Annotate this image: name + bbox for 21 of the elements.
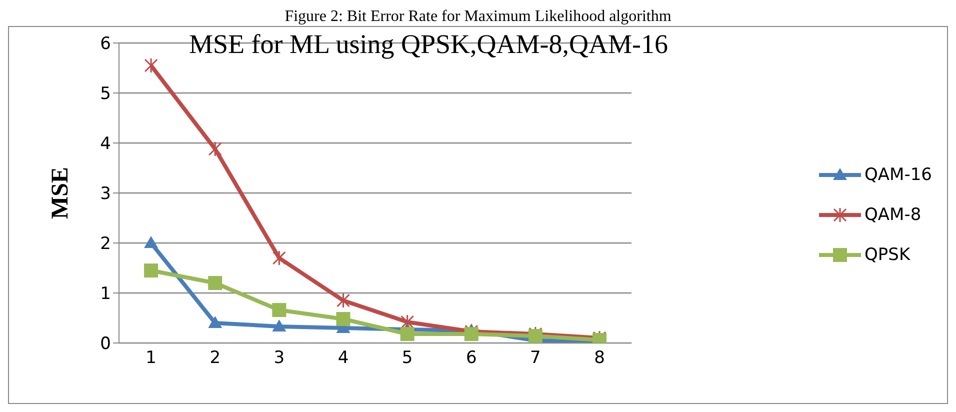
y-tick-label: 1 bbox=[100, 284, 111, 304]
x-tick-label: 1 bbox=[146, 348, 156, 368]
caption: Figure 2: Bit Error Rate for Maximum Likelihood algorithm bbox=[284, 8, 672, 26]
x-tick-label: 7 bbox=[530, 348, 541, 368]
x-tick-label: 8 bbox=[594, 348, 605, 368]
legend-label: QAM-8 bbox=[864, 205, 922, 225]
x-tick-label: 3 bbox=[274, 348, 285, 368]
y-tick-label: 3 bbox=[100, 184, 111, 204]
chart-title: MSE for ML using QPSK,QAM-8,QAM-16 bbox=[189, 29, 668, 60]
y-tick-label: 2 bbox=[100, 234, 111, 254]
x-tick-label: 5 bbox=[402, 348, 413, 368]
x-tick-label: 4 bbox=[338, 348, 349, 368]
legend-label: QPSK bbox=[864, 245, 910, 265]
y-tick-label: 6 bbox=[100, 34, 111, 54]
x-tick-label: 2 bbox=[210, 348, 221, 368]
y-tick-label: 5 bbox=[100, 84, 111, 104]
legend-label: QAM-16 bbox=[864, 165, 932, 185]
y-axis-title: MSE bbox=[48, 166, 74, 220]
y-tick-label: 4 bbox=[100, 134, 111, 154]
y-tick-label: 0 bbox=[100, 334, 111, 354]
x-tick-label: 6 bbox=[466, 348, 477, 368]
